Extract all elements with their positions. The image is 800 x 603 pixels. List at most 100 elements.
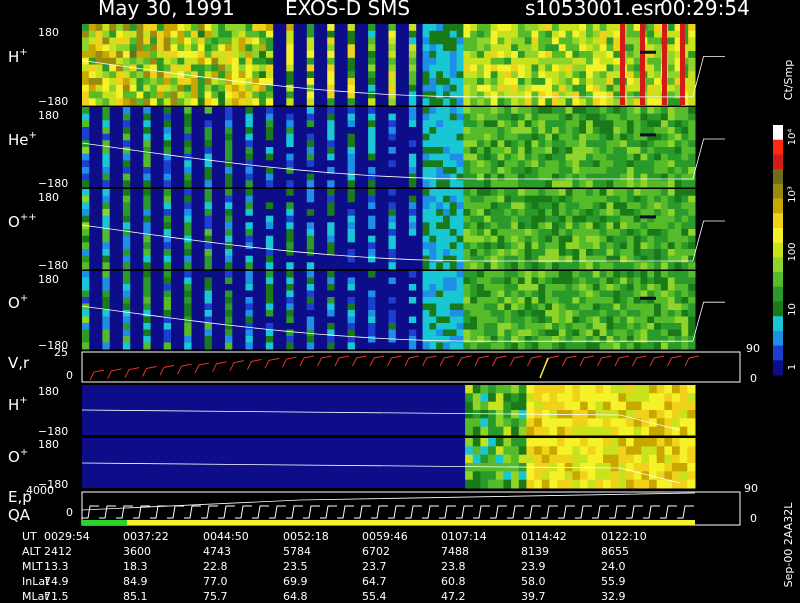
spectrogram-cell bbox=[143, 71, 151, 79]
spectrogram-cell bbox=[429, 290, 437, 298]
spectrogram-cell bbox=[436, 284, 444, 291]
spectrogram-cell bbox=[143, 316, 151, 324]
spectrogram-cell bbox=[88, 64, 97, 72]
spectrogram-cell bbox=[595, 471, 604, 481]
spectrogram-cell bbox=[667, 147, 676, 155]
spectrogram-cell bbox=[531, 133, 539, 141]
spectrogram-cell bbox=[599, 78, 607, 86]
spectrogram-cell bbox=[449, 215, 458, 223]
spectrogram-cell bbox=[490, 160, 498, 168]
spectrogram-cell bbox=[511, 426, 520, 436]
angle-bottom-label: −180 bbox=[38, 339, 68, 352]
spectrogram-cell bbox=[654, 30, 662, 39]
spectrogram-cell bbox=[531, 153, 539, 161]
spectrogram-cell bbox=[429, 323, 437, 330]
spectrogram-cell bbox=[218, 98, 226, 106]
spectrogram-cell bbox=[517, 195, 526, 203]
spectrogram-cell bbox=[265, 284, 274, 291]
spectrogram-cell bbox=[95, 64, 103, 72]
spectrogram-cell bbox=[388, 153, 396, 161]
spectrogram-cell bbox=[177, 71, 185, 79]
spectrogram-cell bbox=[545, 195, 553, 203]
spectrogram-cell bbox=[259, 71, 267, 79]
spectrogram-cell bbox=[681, 57, 689, 66]
spectrogram-cell bbox=[490, 262, 498, 270]
spectrogram-cell bbox=[436, 44, 444, 52]
spectrogram-cell bbox=[688, 147, 696, 155]
ephemeris-row-label: InLat bbox=[22, 575, 50, 588]
spectrogram-cell bbox=[143, 147, 151, 155]
spectrogram-cell bbox=[599, 24, 607, 32]
spectrogram-cell bbox=[664, 385, 673, 394]
spectrogram-cell bbox=[443, 64, 451, 72]
spectrogram-cell bbox=[681, 180, 689, 188]
spectrogram-cell bbox=[672, 446, 681, 456]
spectrogram-cell bbox=[204, 297, 212, 304]
spectrogram-cell bbox=[579, 323, 587, 330]
spectrogram-cell bbox=[626, 385, 635, 394]
spectrogram-cell bbox=[620, 215, 628, 223]
spectrogram-cell bbox=[626, 37, 635, 45]
spectrogram-cell bbox=[517, 147, 526, 155]
spectrogram-cell bbox=[524, 329, 532, 337]
spectrogram-cell bbox=[463, 262, 471, 270]
spectrogram-cell bbox=[647, 222, 655, 230]
spectrogram-cell bbox=[443, 202, 451, 210]
spectrogram-cell bbox=[143, 113, 151, 121]
angle-top-label: 180 bbox=[38, 438, 59, 451]
spectrogram-cell bbox=[647, 215, 655, 223]
spectrogram-cell bbox=[82, 209, 90, 217]
spectrogram-cell bbox=[640, 255, 648, 263]
spectrogram-cell bbox=[443, 222, 451, 230]
spectrogram-cell bbox=[436, 290, 444, 298]
spectrogram-cell bbox=[306, 127, 315, 135]
qa-bar-good bbox=[82, 520, 127, 525]
spectrogram-cell bbox=[143, 167, 151, 175]
spectrogram-cell bbox=[504, 290, 512, 298]
spectrogram-cell bbox=[456, 229, 464, 237]
spectrogram-cell bbox=[143, 195, 151, 203]
spectrogram-cell bbox=[347, 107, 355, 115]
spectrogram-cell bbox=[511, 127, 519, 135]
spectrogram-cell bbox=[511, 284, 519, 291]
spectrogram-cell bbox=[472, 479, 481, 489]
spectrogram-cell bbox=[82, 316, 90, 324]
spectrogram-cell bbox=[606, 277, 614, 285]
spectrogram-cell bbox=[558, 323, 567, 330]
spectrogram-cell bbox=[443, 290, 451, 298]
spectrogram-cell bbox=[265, 57, 274, 66]
spectrogram-cell bbox=[517, 284, 526, 291]
spectrogram-cell bbox=[306, 271, 315, 278]
spectrogram-cell bbox=[688, 113, 696, 121]
spectrogram-cell bbox=[647, 242, 655, 250]
spectrogram-cell bbox=[408, 229, 417, 237]
spectrogram-cell bbox=[586, 91, 594, 99]
spectrogram-cell bbox=[531, 262, 539, 270]
spectrogram-cell bbox=[641, 438, 650, 447]
spectrogram-cell bbox=[572, 249, 580, 257]
spectrogram-cell bbox=[456, 153, 464, 161]
spectrogram-cell bbox=[116, 51, 124, 59]
spectrogram-cell bbox=[674, 222, 682, 230]
spectrogram-cell bbox=[238, 98, 246, 106]
spectrogram-cell bbox=[524, 140, 532, 148]
spectrogram-cell bbox=[647, 262, 655, 270]
spectrogram-cell bbox=[558, 202, 567, 210]
spectrogram-cell bbox=[472, 446, 481, 456]
spectrogram-cell bbox=[422, 98, 430, 106]
spectrogram-cell bbox=[197, 44, 206, 52]
spectrogram-cell bbox=[688, 336, 696, 343]
spectrogram-cell bbox=[143, 120, 151, 128]
spectrogram-cell bbox=[674, 329, 682, 337]
spectrogram-cell bbox=[633, 479, 642, 489]
spectrogram-cell bbox=[497, 229, 505, 237]
spectrogram-cell bbox=[245, 147, 253, 155]
spectrogram-cell bbox=[177, 37, 185, 45]
ephemeris-value: 71.5 bbox=[44, 590, 69, 603]
spectrogram-cell bbox=[82, 37, 90, 45]
spectrogram-cell bbox=[667, 91, 676, 99]
spectrogram-cell bbox=[667, 180, 676, 188]
spectrogram-cell bbox=[579, 180, 587, 188]
spectrogram-cell bbox=[388, 84, 396, 93]
spectrogram-cell bbox=[664, 401, 673, 411]
